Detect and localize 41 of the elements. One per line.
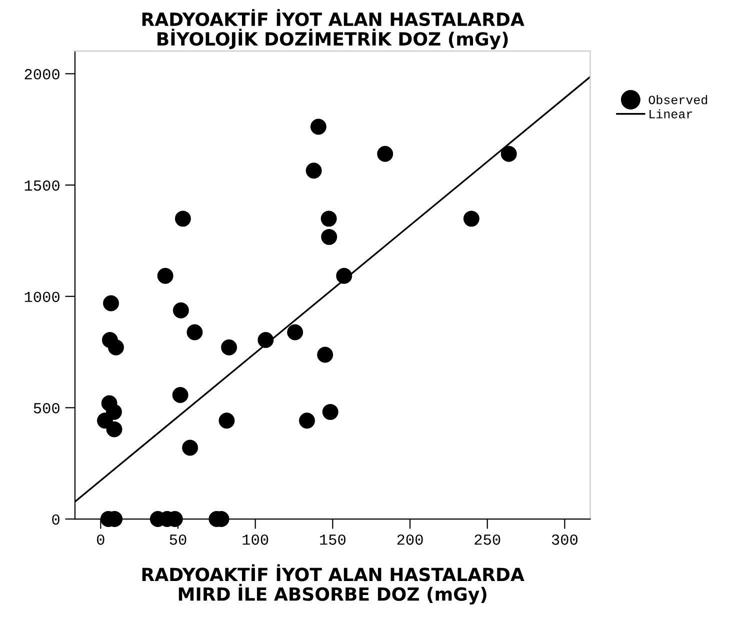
y-tick-label: 0 — [52, 514, 60, 525]
legend-label: Observed — [648, 95, 708, 104]
x-tick-label: 50 — [170, 534, 186, 545]
point — [172, 302, 189, 318]
point — [186, 324, 203, 340]
point — [157, 268, 174, 284]
point — [377, 146, 394, 162]
point — [103, 295, 119, 312]
point — [182, 440, 198, 456]
point — [106, 421, 122, 438]
x-axis-title: RADYOAKTİF İYOT ALAN HASTALARDA MIRD İLE ABSORBE DOZ (mGy) — [142, 564, 524, 605]
chart-title: RADYOAKTİF İYOT ALAN HASTALARDA BİYOLOJİK DOZİMETRİK DOZ (mGy) — [142, 9, 524, 50]
point — [299, 412, 315, 429]
legend-label: Linear — [650, 109, 692, 118]
point — [287, 324, 304, 340]
x-tick-label: 200 — [397, 534, 423, 545]
x-tick-label: 250 — [474, 534, 500, 545]
point — [336, 268, 352, 284]
point — [108, 339, 124, 356]
point — [500, 146, 517, 162]
x-tick-label: 300 — [552, 534, 578, 545]
point — [172, 387, 188, 403]
point — [218, 412, 235, 429]
point — [97, 412, 113, 429]
point — [221, 339, 238, 356]
point — [463, 210, 480, 227]
x-tick-label: 0 — [96, 534, 104, 545]
point — [320, 210, 337, 227]
point — [321, 228, 338, 245]
point — [310, 118, 326, 135]
point — [174, 210, 191, 227]
x-tick-label: 150 — [320, 534, 346, 545]
y-tick-label: 1500 — [24, 180, 60, 191]
point — [322, 404, 338, 420]
point — [317, 346, 334, 363]
y-tick-label: 2000 — [24, 69, 60, 80]
y-tick-label: 1000 — [24, 292, 60, 302]
x-tick-label: 100 — [242, 534, 268, 545]
point — [306, 162, 322, 179]
y-tick-label: 500 — [34, 403, 60, 414]
point — [258, 332, 274, 348]
